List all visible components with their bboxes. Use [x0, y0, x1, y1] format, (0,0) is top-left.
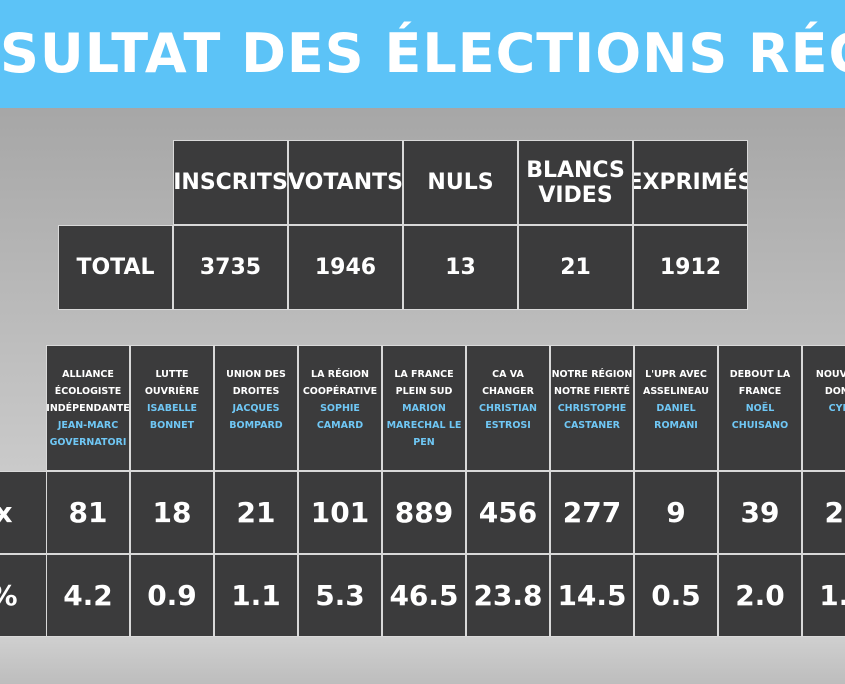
- row-label: TOTAL: [76, 255, 155, 280]
- party: LA FRANCE PLEIN SUD: [394, 369, 454, 397]
- candidate: SOPHIE CAMARD: [316, 403, 364, 431]
- percent: 46.5: [382, 554, 466, 637]
- candidate: MARION MARECHAL LE PEN: [386, 403, 462, 448]
- row-label: x: [0, 471, 47, 554]
- percent-text: 23.8: [473, 579, 543, 612]
- votes: 889: [382, 471, 466, 554]
- percent-text: 1.1: [231, 579, 281, 612]
- summary-value: 13: [403, 225, 518, 310]
- candidate-header: LUTTE OUVRIÈRE ISABELLE BONNET: [130, 345, 214, 471]
- votes: 9: [634, 471, 718, 554]
- party: UNION DES DROITES: [226, 369, 286, 397]
- candidate-header: LA RÉGION COOPÉRATIVE SOPHIE CAMARD: [298, 345, 382, 471]
- party: NOUVELLE DONNE: [815, 369, 845, 397]
- votes-text: 18: [152, 496, 192, 529]
- candidate: JACQUES BOMPARD: [229, 403, 283, 431]
- candidate: NOËL CHUISANO: [731, 403, 789, 431]
- summary-row-label: TOTAL: [58, 225, 173, 310]
- percent: 1.1: [802, 554, 845, 637]
- percent-text: 0.5: [651, 579, 701, 612]
- candidate: ISABELLE BONNET: [146, 403, 198, 431]
- header-text: BLANCS VIDES: [526, 157, 625, 208]
- votes-text: 456: [478, 496, 538, 529]
- summary-value: 21: [518, 225, 633, 310]
- candidate-header: UNION DES DROITES JACQUES BOMPARD: [214, 345, 298, 471]
- percent-text: 0.9: [147, 579, 197, 612]
- summary-header: BLANCS VIDES: [518, 140, 633, 225]
- percent: 5.3: [298, 554, 382, 637]
- percent: 0.9: [130, 554, 214, 637]
- header-text: INSCRITS: [173, 170, 288, 195]
- votes-text: 101: [310, 496, 370, 529]
- votes-text: 21: [824, 496, 845, 529]
- percent: 4.2: [46, 554, 130, 637]
- header-text: VOTANTS: [288, 170, 403, 195]
- percent-text: 2.0: [735, 579, 785, 612]
- candidate: DANIEL ROMANI: [654, 403, 698, 431]
- title: SULTAT DES ÉLECTIONS RÉGIONAL: [0, 0, 845, 108]
- party: DEBOUT LA FRANCE: [729, 369, 791, 397]
- percent-text: 46.5: [389, 579, 459, 612]
- summary-value: 1912: [633, 225, 748, 310]
- header-text: EXPRIMÉS: [633, 170, 748, 195]
- candidate-header: L'UPR AVEC ASSELINEAU DANIEL ROMANI: [634, 345, 718, 471]
- row-label: %: [0, 554, 47, 637]
- candidate-header: LA FRANCE PLEIN SUD MARION MARECHAL LE PE…: [382, 345, 466, 471]
- summary-value: 3735: [173, 225, 288, 310]
- votes: 456: [466, 471, 550, 554]
- party: LA RÉGION COOPÉRATIVE: [302, 369, 378, 397]
- percent: 1.1: [214, 554, 298, 637]
- value-text: 21: [560, 255, 591, 280]
- votes: 101: [298, 471, 382, 554]
- candidate: JEAN-MARC GOVERNATORI: [49, 420, 127, 448]
- votes-text: 9: [666, 496, 686, 529]
- party: L'UPR AVEC ASSELINEAU: [643, 369, 709, 397]
- votes: 21: [214, 471, 298, 554]
- summary-header: NULS: [403, 140, 518, 225]
- percent-text: 4.2: [63, 579, 113, 612]
- party: LUTTE OUVRIÈRE: [144, 369, 200, 397]
- percent: 0.5: [634, 554, 718, 637]
- votes-text: 21: [236, 496, 276, 529]
- percent: 14.5: [550, 554, 634, 637]
- party: NOTRE RÉGION NOTRE FIERTÉ: [551, 369, 633, 397]
- percent-text: 14.5: [557, 579, 627, 612]
- candidate-header: ALLIANCE ÉCOLOGISTE INDÉPENDANTE JEAN-MAR…: [46, 345, 130, 471]
- votes: 277: [550, 471, 634, 554]
- party: ALLIANCE ÉCOLOGISTE INDÉPENDANTE: [46, 369, 130, 414]
- percent-text: 1.1: [819, 579, 845, 612]
- percent: 23.8: [466, 554, 550, 637]
- candidate: CYRIL: [828, 403, 845, 414]
- header-text: NULS: [427, 170, 494, 195]
- candidate-header: NOUVELLE DONNE CYRIL: [802, 345, 845, 471]
- votes: 39: [718, 471, 802, 554]
- candidate-header: DEBOUT LA FRANCE NOËL CHUISANO: [718, 345, 802, 471]
- votes: 21: [802, 471, 845, 554]
- votes: 18: [130, 471, 214, 554]
- party: CA VA CHANGER: [482, 369, 534, 397]
- row-label-text: %: [0, 579, 18, 612]
- percent: 2.0: [718, 554, 802, 637]
- candidate: CHRISTOPHE CASTANER: [557, 403, 627, 431]
- summary-value: 1946: [288, 225, 403, 310]
- candidate-header: CA VA CHANGER CHRISTIAN ESTROSI: [466, 345, 550, 471]
- value-text: 3735: [199, 255, 262, 280]
- value-text: 1912: [659, 255, 722, 280]
- votes: 81: [46, 471, 130, 554]
- summary-header: VOTANTS: [288, 140, 403, 225]
- summary-header: INSCRITS: [173, 140, 288, 225]
- row-label-text: x: [0, 496, 13, 529]
- percent-text: 5.3: [315, 579, 365, 612]
- value-text: 13: [445, 255, 476, 280]
- votes-text: 39: [740, 496, 780, 529]
- value-text: 1946: [314, 255, 377, 280]
- votes-text: 81: [68, 496, 108, 529]
- candidate: CHRISTIAN ESTROSI: [479, 403, 537, 431]
- summary-header: EXPRIMÉS: [633, 140, 748, 225]
- candidate-header: NOTRE RÉGION NOTRE FIERTÉ CHRISTOPHE CAST…: [550, 345, 634, 471]
- votes-text: 277: [562, 496, 622, 529]
- votes-text: 889: [394, 496, 454, 529]
